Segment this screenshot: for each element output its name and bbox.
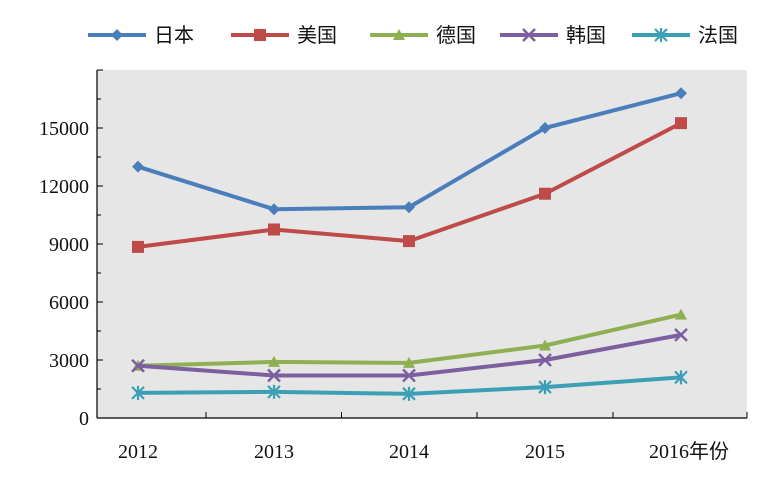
series-x bbox=[131, 327, 688, 383]
data-point bbox=[675, 308, 687, 320]
data-point bbox=[132, 160, 144, 173]
y-tick-label: 3000 bbox=[49, 350, 89, 372]
series-asterisk bbox=[131, 370, 688, 401]
legend: 日本 美国 德国 韩国 法国 bbox=[88, 23, 738, 47]
data-point bbox=[403, 235, 415, 248]
data-point bbox=[539, 339, 551, 351]
legend-label: 美国 bbox=[297, 23, 337, 47]
series-lines bbox=[131, 87, 688, 401]
axes: 0 3000 6000 9000 12000 15000 2012 2013 2014 2015 2… bbox=[39, 69, 748, 463]
data-point bbox=[403, 201, 415, 214]
data-point bbox=[539, 122, 551, 134]
x-tick-label: 2015 bbox=[525, 441, 565, 463]
data-point bbox=[267, 368, 281, 383]
legend-swatch-marker bbox=[111, 29, 123, 41]
data-point bbox=[674, 370, 688, 385]
y-tick-label: 6000 bbox=[49, 292, 89, 314]
x-tick-label: 2013 bbox=[254, 441, 294, 463]
data-point bbox=[402, 386, 416, 401]
series-square bbox=[132, 117, 687, 253]
legend-item: 韩国 bbox=[500, 23, 606, 47]
data-point bbox=[539, 187, 551, 200]
legend-item: 日本 bbox=[88, 23, 194, 47]
data-point bbox=[131, 385, 145, 400]
x-tick-label: 2016年份 bbox=[649, 440, 729, 463]
legend-label: 韩国 bbox=[566, 23, 606, 47]
data-point bbox=[675, 87, 687, 100]
legend-label: 法国 bbox=[698, 23, 738, 47]
legend-label: 日本 bbox=[154, 23, 194, 47]
data-point bbox=[538, 353, 552, 367]
data-point bbox=[131, 358, 145, 373]
legend-swatch-marker bbox=[393, 29, 405, 40]
data-point bbox=[268, 355, 280, 367]
data-point bbox=[132, 240, 144, 253]
y-tick-label: 9000 bbox=[49, 234, 89, 256]
y-tick-label: 15000 bbox=[39, 118, 89, 140]
data-point bbox=[403, 356, 415, 368]
data-point bbox=[268, 203, 280, 216]
legend-item: 德国 bbox=[370, 23, 476, 47]
data-point bbox=[674, 327, 688, 342]
legend-item: 美国 bbox=[231, 23, 337, 47]
data-point bbox=[268, 223, 280, 236]
data-point bbox=[267, 384, 281, 399]
legend-label: 德国 bbox=[436, 23, 476, 47]
series-diamond bbox=[132, 87, 687, 216]
legend-swatch-marker bbox=[254, 29, 266, 41]
data-point bbox=[538, 380, 552, 395]
x-tick-label: 2012 bbox=[118, 441, 158, 463]
x-tick-label: 2014 bbox=[389, 441, 429, 463]
y-tick-label: 0 bbox=[79, 408, 89, 430]
y-tick-label: 12000 bbox=[39, 176, 89, 198]
legend-item: 法国 bbox=[632, 23, 738, 47]
data-point bbox=[402, 368, 416, 383]
legend-swatch-marker bbox=[522, 28, 536, 42]
data-point bbox=[675, 117, 687, 130]
legend-swatch-marker bbox=[654, 28, 668, 42]
